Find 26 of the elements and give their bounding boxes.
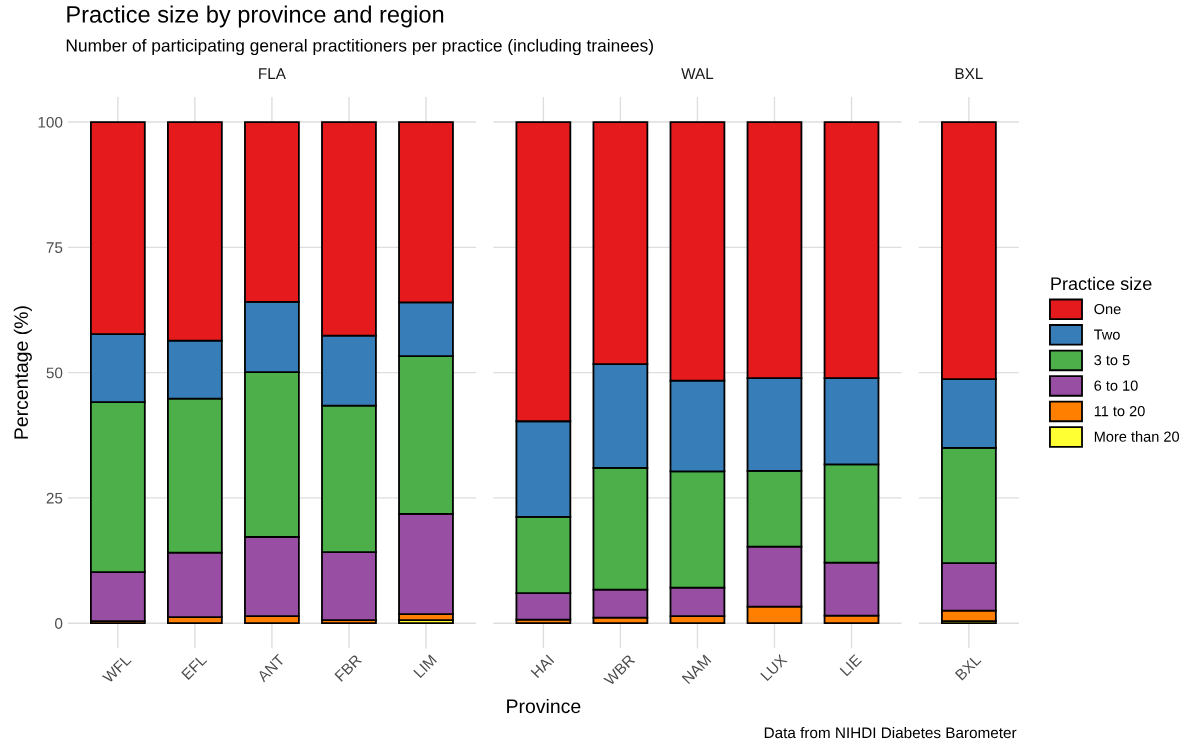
x-tick-label: WFL <box>101 653 132 684</box>
text: Data from NIHDI Diabetes Barometer <box>764 726 1017 739</box>
y-tick-label: 75 <box>46 242 63 254</box>
legend-label: One <box>1094 303 1121 315</box>
y-tick-label: 0 <box>55 618 63 629</box>
legend-title: Practice size <box>1051 276 1152 291</box>
chart-title: Practice size by province and region <box>67 5 444 28</box>
x-tick-label: BXL <box>954 653 982 681</box>
y-axis-title: Percentage (%) <box>13 306 32 439</box>
x-tick-label: LIM <box>413 654 437 679</box>
x-axis-title: Province <box>507 698 581 714</box>
legend-label: Two <box>1094 329 1120 340</box>
chart-subtitle: Number of participating general practitioners per practice (including trainees) <box>66 38 653 56</box>
y-tick-label: 25 <box>46 492 63 504</box>
y-tick-label: 100 <box>38 116 63 128</box>
text: BXL <box>955 68 983 79</box>
x-tick-label: HAI <box>530 654 555 679</box>
text: FLA <box>259 68 286 79</box>
legend-label: 6 to 10 <box>1094 380 1138 391</box>
y-tick-label: 50 <box>46 367 63 379</box>
legend-label: 11 to 20 <box>1094 405 1145 417</box>
legend-label: More than 20 <box>1094 431 1180 442</box>
x-tick-label: LIE <box>839 654 862 677</box>
x-tick-label: EFL <box>181 653 208 680</box>
text: WAL <box>681 68 714 79</box>
legend-label: 3 to 5 <box>1094 354 1130 366</box>
